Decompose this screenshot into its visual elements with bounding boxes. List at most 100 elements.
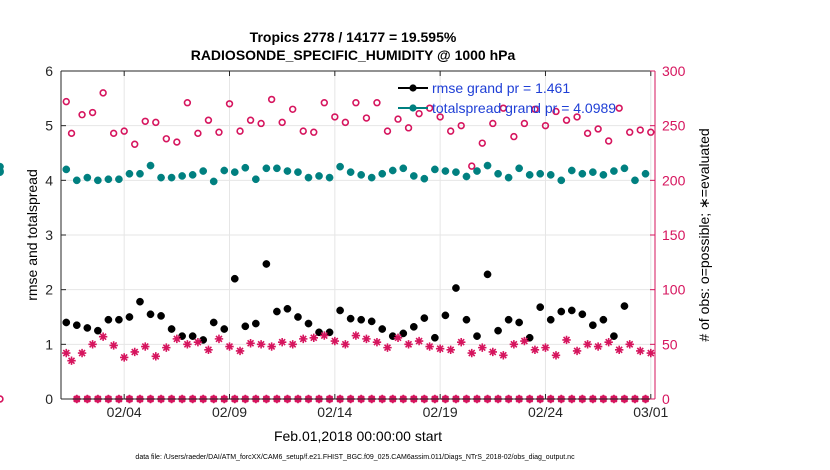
data-point: [336, 306, 344, 315]
data-point: [273, 307, 281, 316]
data-point: [462, 315, 471, 324]
data-point: [283, 304, 292, 313]
data-point: [67, 129, 76, 138]
data-point: [504, 315, 513, 324]
data-point: [541, 121, 550, 130]
data-point: [188, 332, 197, 340]
data-point: [94, 176, 102, 185]
data-point: [567, 306, 576, 315]
data-point: [67, 356, 76, 365]
data-point: [173, 138, 181, 146]
data-point: [530, 345, 540, 354]
data-point: [499, 104, 508, 112]
data-point: [83, 173, 92, 182]
y-tick-right-label: 300: [662, 63, 686, 79]
data-point: [494, 326, 502, 335]
data-point: [415, 109, 423, 118]
data-point: [225, 100, 234, 108]
y-tick-left-label: 3: [45, 227, 53, 243]
data-point: [246, 116, 255, 124]
legend-marker: [409, 84, 417, 92]
data-point: [336, 162, 344, 171]
data-point: [278, 118, 286, 127]
data-point: [288, 340, 297, 349]
data-point: [94, 326, 102, 335]
series-totalspread: [0, 161, 650, 186]
data-point: [289, 105, 297, 113]
data-point: [435, 344, 445, 353]
data-point: [562, 116, 571, 124]
data-point: [468, 162, 476, 170]
data-point: [636, 126, 644, 134]
data-point: [251, 319, 260, 328]
data-point: [162, 343, 171, 352]
data-point: [83, 324, 92, 332]
legend-label: rmse grand pr = 1.461: [432, 80, 570, 96]
legend-marker: [409, 104, 417, 112]
data-point: [399, 329, 408, 338]
data-point: [104, 315, 113, 324]
data-point: [373, 99, 381, 107]
data-point: [119, 353, 129, 362]
data-point: [251, 175, 260, 184]
data-point: [72, 321, 81, 330]
data-point: [541, 343, 550, 352]
y-axis-left-label: rmse and totalspread: [24, 169, 40, 301]
data-point: [393, 333, 403, 342]
data-point: [399, 164, 408, 173]
data-point: [488, 347, 498, 357]
y-tick-left-label: 0: [45, 391, 53, 407]
x-axis-label: Feb.01,2018 00:00:00 start: [274, 428, 442, 444]
data-point: [641, 169, 650, 178]
x-tick-label: 02/24: [528, 404, 563, 420]
data-point: [304, 319, 313, 328]
data-point: [367, 173, 376, 182]
data-point: [125, 313, 134, 321]
data-point: [599, 171, 608, 179]
data-point: [599, 315, 608, 324]
data-point: [241, 322, 250, 331]
data-point: [436, 113, 444, 121]
data-point: [552, 107, 560, 116]
data-point: [62, 318, 71, 327]
data-point: [409, 172, 418, 180]
data-point: [546, 171, 555, 179]
data-point: [199, 167, 208, 175]
data-point: [341, 118, 350, 127]
data-point: [383, 127, 392, 135]
data-point: [631, 176, 639, 185]
data-point: [489, 119, 497, 128]
data-point: [315, 172, 323, 180]
data-point: [614, 345, 624, 354]
data-point: [457, 337, 466, 347]
data-point: [557, 307, 566, 316]
data-point: [130, 347, 139, 357]
data-point: [520, 336, 529, 346]
data-point: [378, 169, 387, 178]
data-point: [325, 173, 334, 182]
data-point: [346, 168, 355, 176]
data-point: [625, 340, 634, 349]
data-point: [594, 125, 602, 133]
data-point: [473, 332, 481, 340]
x-tick-label: 02/04: [107, 404, 142, 420]
data-point: [320, 331, 329, 340]
data-point: [141, 342, 150, 351]
y-tick-left-label: 2: [45, 282, 53, 298]
y-tick-left-label: 6: [45, 63, 53, 79]
data-point: [225, 342, 234, 351]
data-point: [573, 113, 581, 121]
data-point: [414, 336, 424, 346]
y-tick-right-label: 0: [662, 391, 670, 407]
data-point: [383, 343, 392, 352]
data-point: [378, 325, 387, 333]
data-point: [0, 167, 4, 175]
data-point: [357, 171, 366, 179]
data-point: [183, 99, 192, 107]
data-point: [157, 312, 165, 320]
data-point: [362, 334, 371, 344]
data-point: [610, 167, 618, 175]
data-point: [425, 342, 434, 351]
data-point: [483, 161, 492, 170]
